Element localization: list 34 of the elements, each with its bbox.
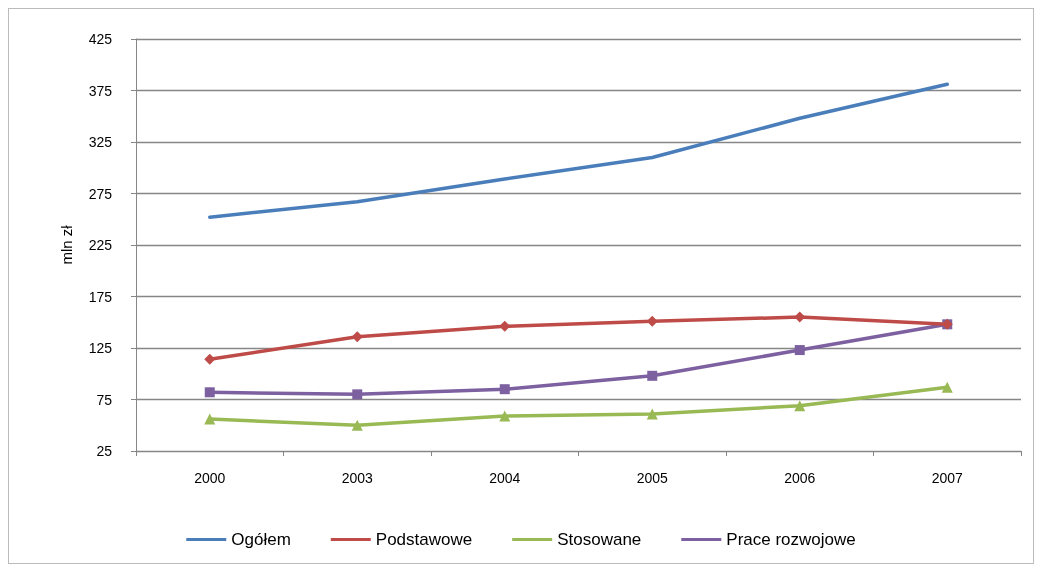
x-tick-label: 2003	[341, 470, 374, 486]
point	[351, 331, 363, 343]
point	[352, 389, 363, 400]
point	[499, 410, 511, 422]
y-tick-label: 25	[96, 443, 113, 459]
y-axis-title: mln zł	[58, 224, 75, 265]
legend-label: Prace rozwojowe	[726, 530, 856, 549]
line-series	[208, 82, 949, 219]
x-tick-label: 2000	[194, 470, 226, 486]
y-tick-label: 175	[88, 288, 113, 305]
y-tick-label: 325	[88, 134, 113, 150]
y-tick-label: 125	[88, 340, 113, 356]
legend-label: Ogółem	[231, 530, 291, 549]
point	[646, 408, 658, 420]
point	[351, 419, 363, 431]
y-tick-label: 275	[88, 185, 113, 202]
point	[204, 353, 216, 365]
legend-label: Stosowane	[557, 530, 642, 549]
point	[794, 400, 806, 412]
x-tick-label: 2006	[784, 470, 816, 486]
point	[204, 387, 215, 398]
y-tick-label: 425	[88, 31, 113, 47]
y-tick-label: 375	[88, 82, 113, 99]
point	[204, 413, 216, 425]
point	[647, 370, 658, 381]
x-tick-label: 2005	[636, 470, 669, 486]
x-tick-label: 2007	[931, 470, 964, 486]
point	[941, 381, 953, 393]
y-tick-label: 75	[96, 391, 113, 408]
point	[499, 384, 510, 395]
y-tick-label: 225	[88, 237, 113, 253]
x-tick-label: 2004	[489, 470, 521, 486]
legend-label: Podstawowe	[375, 530, 473, 549]
point	[794, 345, 805, 356]
